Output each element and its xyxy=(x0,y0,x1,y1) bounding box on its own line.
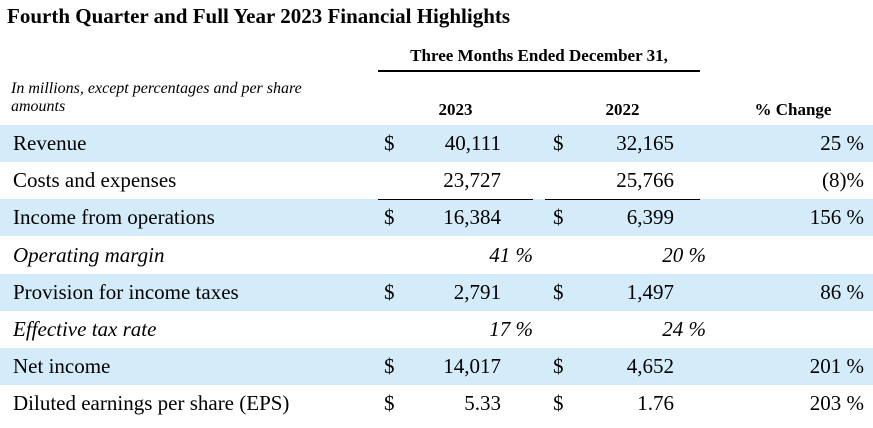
table-row: Net income $14,017 $4,652 201 % xyxy=(0,348,873,386)
dollar-sign-2023 xyxy=(384,311,404,348)
value-2022: 4,652 xyxy=(626,354,674,379)
value-2023: 23,727 xyxy=(443,168,501,193)
dollar-sign-2022: $ xyxy=(553,205,564,230)
value-2022: 1.76 xyxy=(637,391,674,416)
table-row: Operating margin 41 % 20 % xyxy=(0,237,873,274)
dollar-sign-2023: $ xyxy=(384,354,395,379)
row-label: Costs and expenses xyxy=(13,168,177,193)
table-row: Income from operations $16,384 $6,399 156 % xyxy=(0,199,873,237)
value-2023: 2,791 xyxy=(453,279,501,304)
percent-change: 203 % xyxy=(809,391,864,416)
dollar-sign-2023 xyxy=(384,162,404,199)
dollar-sign-2022 xyxy=(553,162,573,199)
subtotal-rule-2023 xyxy=(378,199,533,201)
subtotal-rule-2022 xyxy=(545,199,700,201)
column-header-change: % Change xyxy=(754,100,832,119)
table-row: Revenue $40,111 $32,165 25 % xyxy=(0,125,873,162)
dollar-sign-2023 xyxy=(384,237,404,274)
row-label: Net income xyxy=(13,354,111,379)
percent-change: 25 % xyxy=(820,131,864,155)
dollar-sign-2022: $ xyxy=(553,391,564,416)
dollar-sign-2023: $ xyxy=(384,391,395,416)
row-label: Operating margin xyxy=(13,242,165,267)
dollar-sign-2023: $ xyxy=(384,279,395,304)
units-note: In millions, except percentages and per … xyxy=(11,80,302,115)
report-title: Fourth Quarter and Full Year 2023 Financ… xyxy=(7,4,511,28)
percent-change: 86 % xyxy=(820,279,864,304)
row-label: Diluted earnings per share (EPS) xyxy=(13,391,290,416)
value-2022: 32,165 xyxy=(616,131,674,155)
percent-change: (8)% xyxy=(822,168,864,193)
value-2023: 41 % xyxy=(489,242,533,267)
row-label: Income from operations xyxy=(13,205,215,230)
value-2023: 14,017 xyxy=(443,354,501,379)
value-2023: 40,111 xyxy=(444,131,501,155)
row-label: Provision for income taxes xyxy=(13,279,239,304)
value-2022: 24 % xyxy=(662,317,706,341)
period-header-rule xyxy=(378,70,700,72)
value-2022: 6,399 xyxy=(626,205,674,230)
percent-change xyxy=(700,311,864,348)
dollar-sign-2023: $ xyxy=(384,131,395,155)
table-row: Costs and expenses 23,727 25,766 (8)% xyxy=(0,162,873,199)
dollar-sign-2023: $ xyxy=(384,205,395,230)
percent-change: 156 % xyxy=(809,205,864,230)
value-2022: 1,497 xyxy=(626,279,674,304)
dollar-sign-2022: $ xyxy=(553,279,564,304)
table-row: Provision for income taxes $2,791 $1,497 86… xyxy=(0,273,873,311)
value-2023: 17 % xyxy=(489,317,533,341)
column-header-2022: 2022 xyxy=(605,100,640,119)
dollar-sign-2022 xyxy=(553,311,573,348)
table-row: Diluted earnings per share (EPS) $5.33 $1.… xyxy=(0,385,873,422)
row-label: Effective tax rate xyxy=(13,317,157,341)
value-2023: 16,384 xyxy=(443,205,501,230)
value-2022: 25,766 xyxy=(616,168,674,193)
column-header-2023: 2023 xyxy=(438,100,473,119)
dollar-sign-2022 xyxy=(553,237,573,274)
table-row: Effective tax rate 17 % 24 % xyxy=(0,311,873,348)
percent-change xyxy=(700,237,864,274)
row-label: Revenue xyxy=(13,131,87,155)
percent-change: 201 % xyxy=(809,354,864,379)
value-2023: 5.33 xyxy=(464,391,501,416)
period-header: Three Months Ended December 31, xyxy=(410,46,668,65)
value-2022: 20 % xyxy=(662,242,706,267)
dollar-sign-2022: $ xyxy=(553,354,564,379)
dollar-sign-2022: $ xyxy=(553,131,564,155)
